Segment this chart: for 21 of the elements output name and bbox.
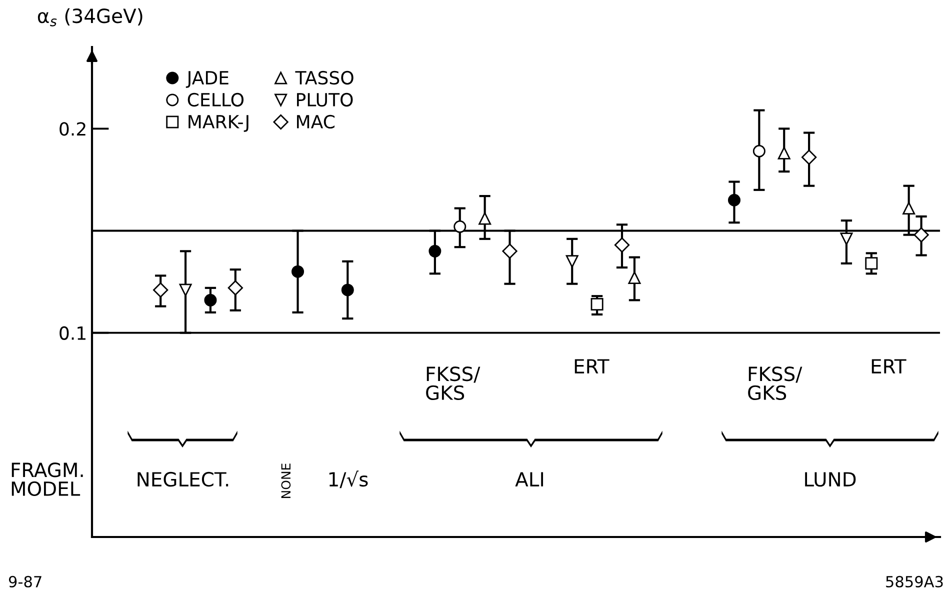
legend-label: TASSO (295, 70, 354, 85)
annotation: NEGLECT. (138, 472, 228, 487)
annotation: ERT (574, 359, 610, 374)
legend-label: MAC (297, 114, 334, 129)
legend-label: PLUTO (297, 92, 353, 107)
text: FRAGM. MODEL (12, 462, 83, 496)
legend-label: JADE (186, 71, 228, 88)
legend-label: CELLO (188, 92, 244, 107)
y-tick-label: 0.2 (60, 122, 86, 136)
text: 9-87 (8, 576, 42, 588)
annotation: FKSS/ GKS (426, 366, 480, 400)
annotation: ERT (872, 359, 906, 374)
annotation: NONE (281, 464, 291, 498)
y-axis-title: α$_{s}$ (34GeV) (38, 8, 142, 26)
y-tick-label: 0.1 (60, 326, 86, 340)
text: 5859A3 (886, 576, 943, 588)
annotation: FKSS/ GKS (748, 366, 802, 400)
annotation: LUND (805, 472, 856, 487)
annotation: 1/√s (329, 470, 368, 488)
annotation: ALI (515, 472, 544, 486)
legend-label: MARK-J (188, 115, 248, 132)
